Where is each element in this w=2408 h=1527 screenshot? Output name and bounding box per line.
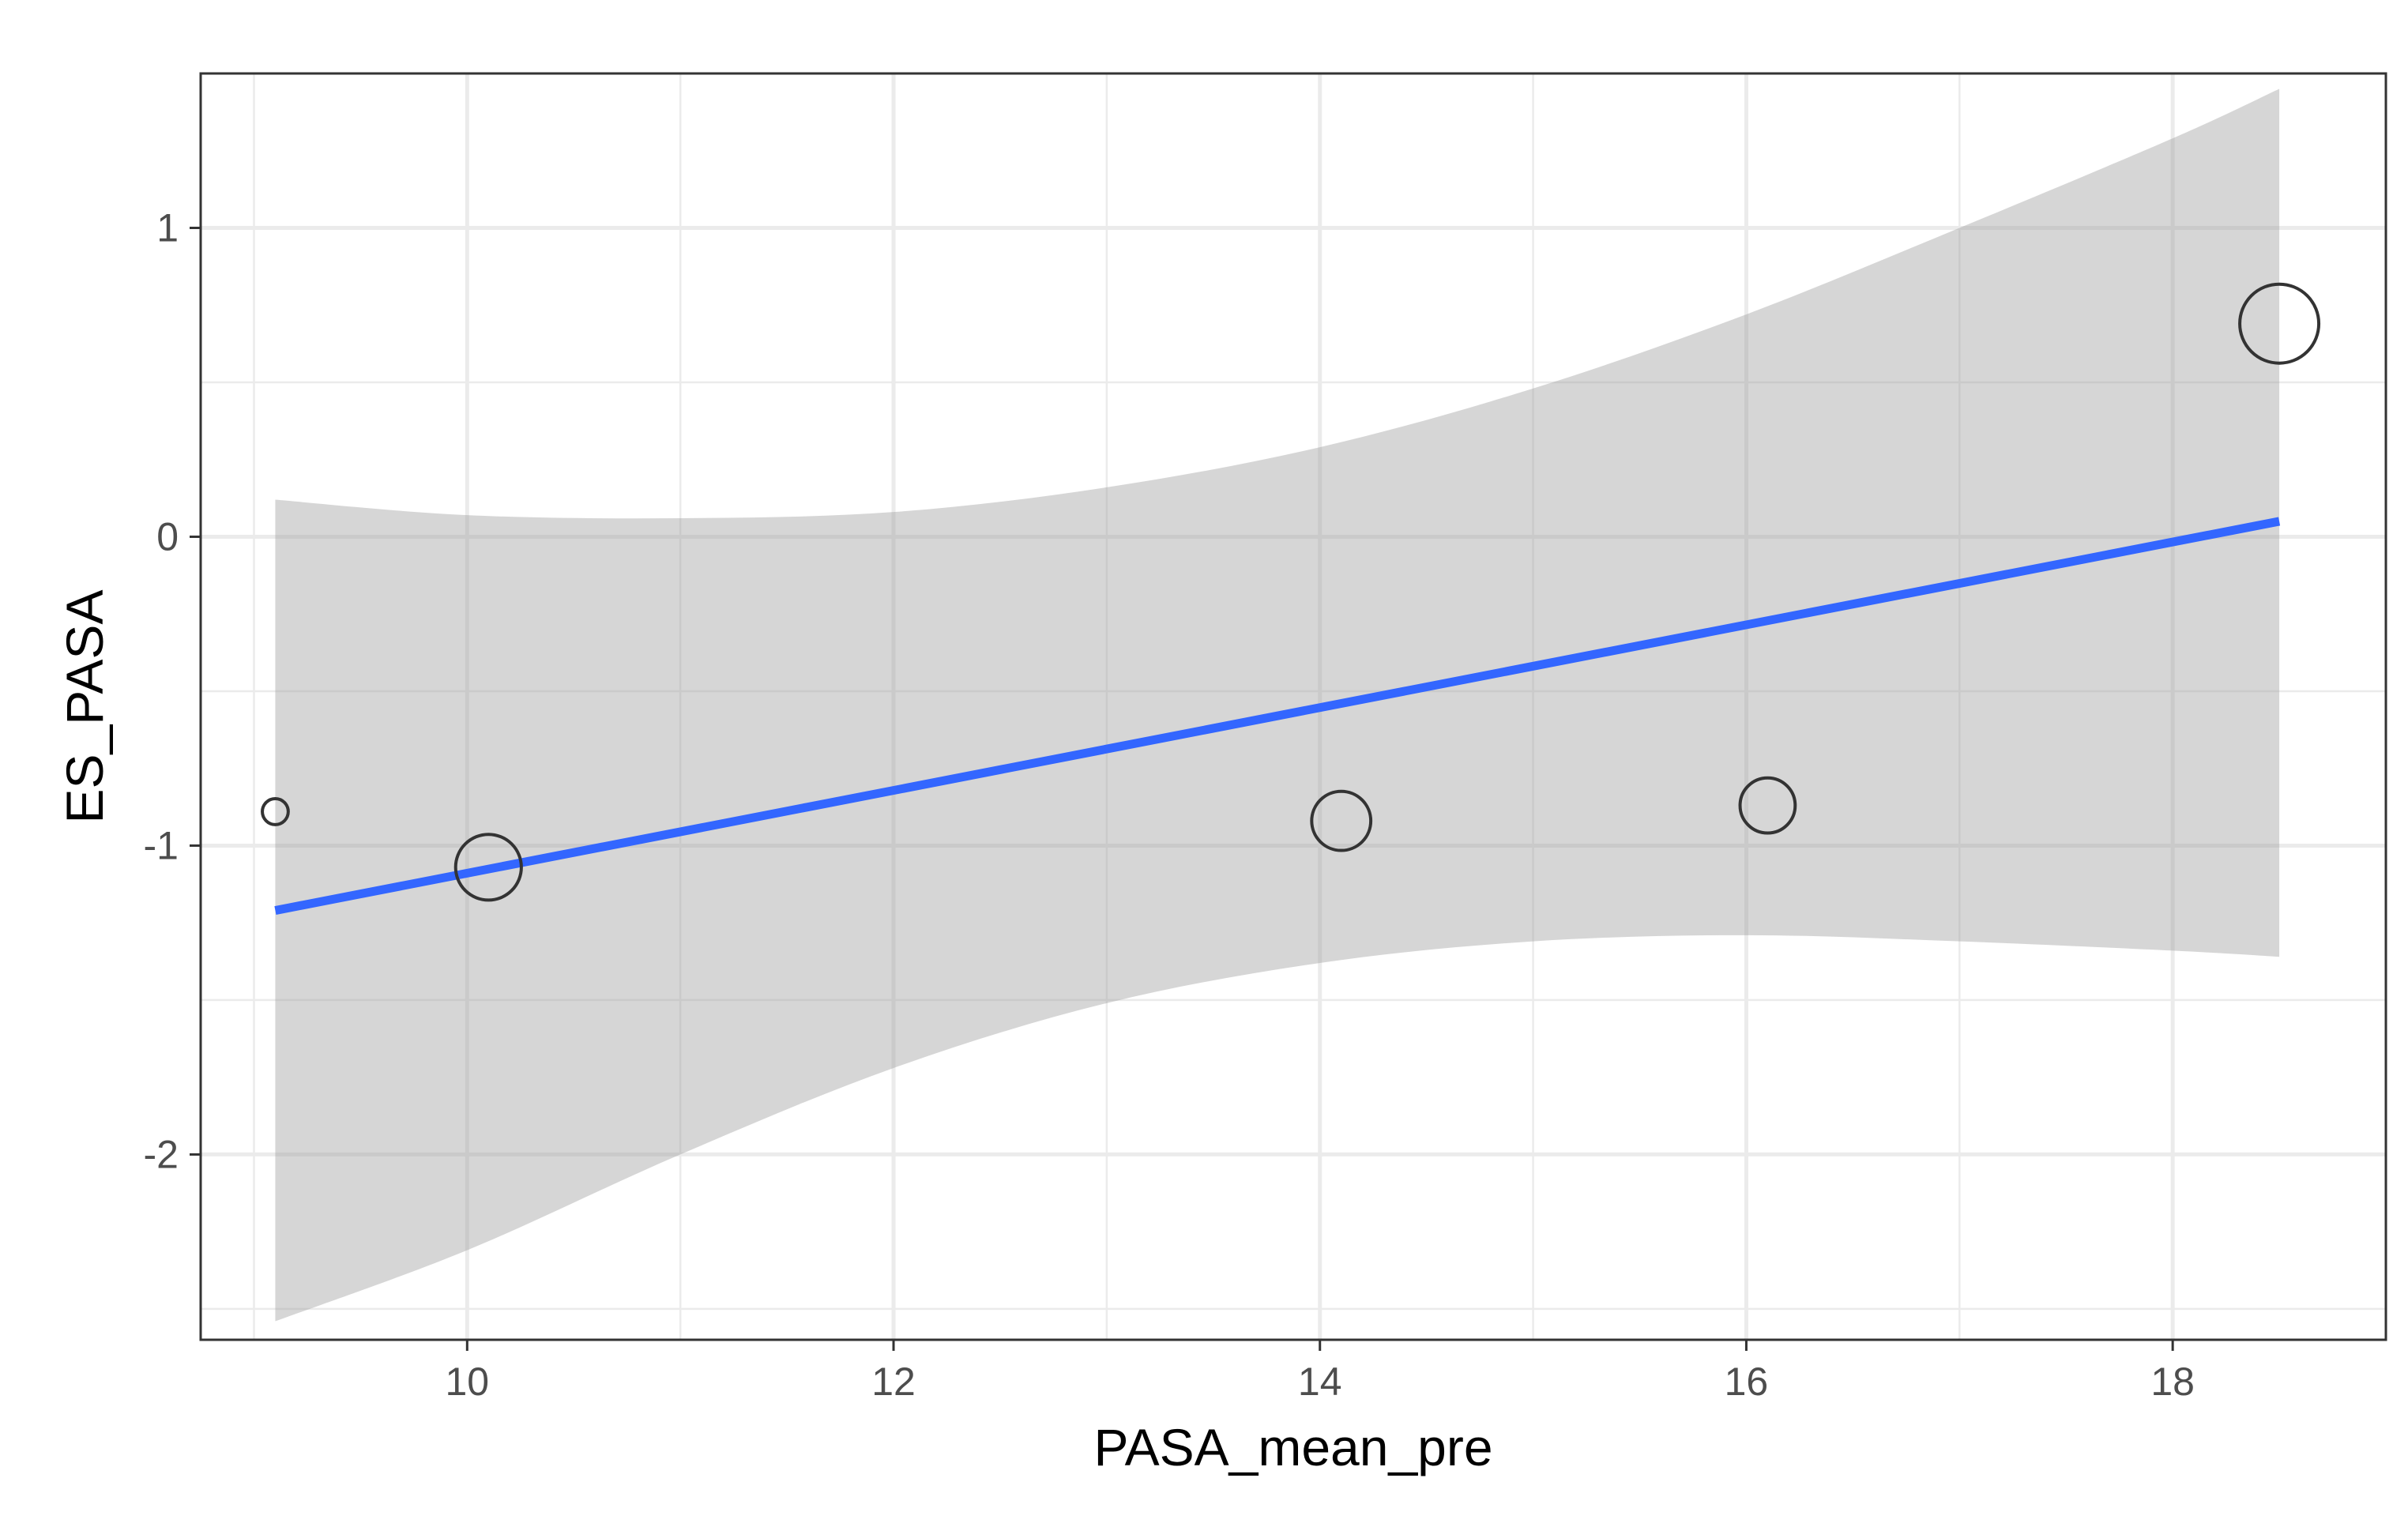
y-axis-ticks: -2 -1 0 1 [144,205,201,1176]
data-point [453,833,523,902]
confidence-band [275,88,2280,1322]
x-tick-label: 12 [871,1360,916,1404]
data-point [2238,282,2321,365]
data-point [1738,776,1797,835]
x-tick-label: 10 [446,1360,490,1404]
x-tick-label: 18 [2150,1360,2195,1404]
x-tick-label: 14 [1298,1360,1342,1404]
y-tick-label: -2 [144,1132,179,1176]
panel-border [199,72,2387,1341]
regression-line [274,517,2281,915]
x-axis-title: PASA_mean_pre [1093,1418,1492,1476]
y-tick-label: 0 [156,514,179,559]
data-point [261,797,290,826]
panel-background [201,73,2386,1340]
x-tick-label: 16 [1725,1360,1769,1404]
y-tick-label: 1 [156,205,179,250]
x-axis-ticks: 10 12 14 16 18 [446,1340,2195,1404]
data-points [261,282,2321,902]
data-point [1310,789,1373,852]
y-axis-title: ES_PASA [55,590,114,824]
y-tick-label: -1 [144,823,179,867]
minor-gridlines [201,73,2386,1340]
